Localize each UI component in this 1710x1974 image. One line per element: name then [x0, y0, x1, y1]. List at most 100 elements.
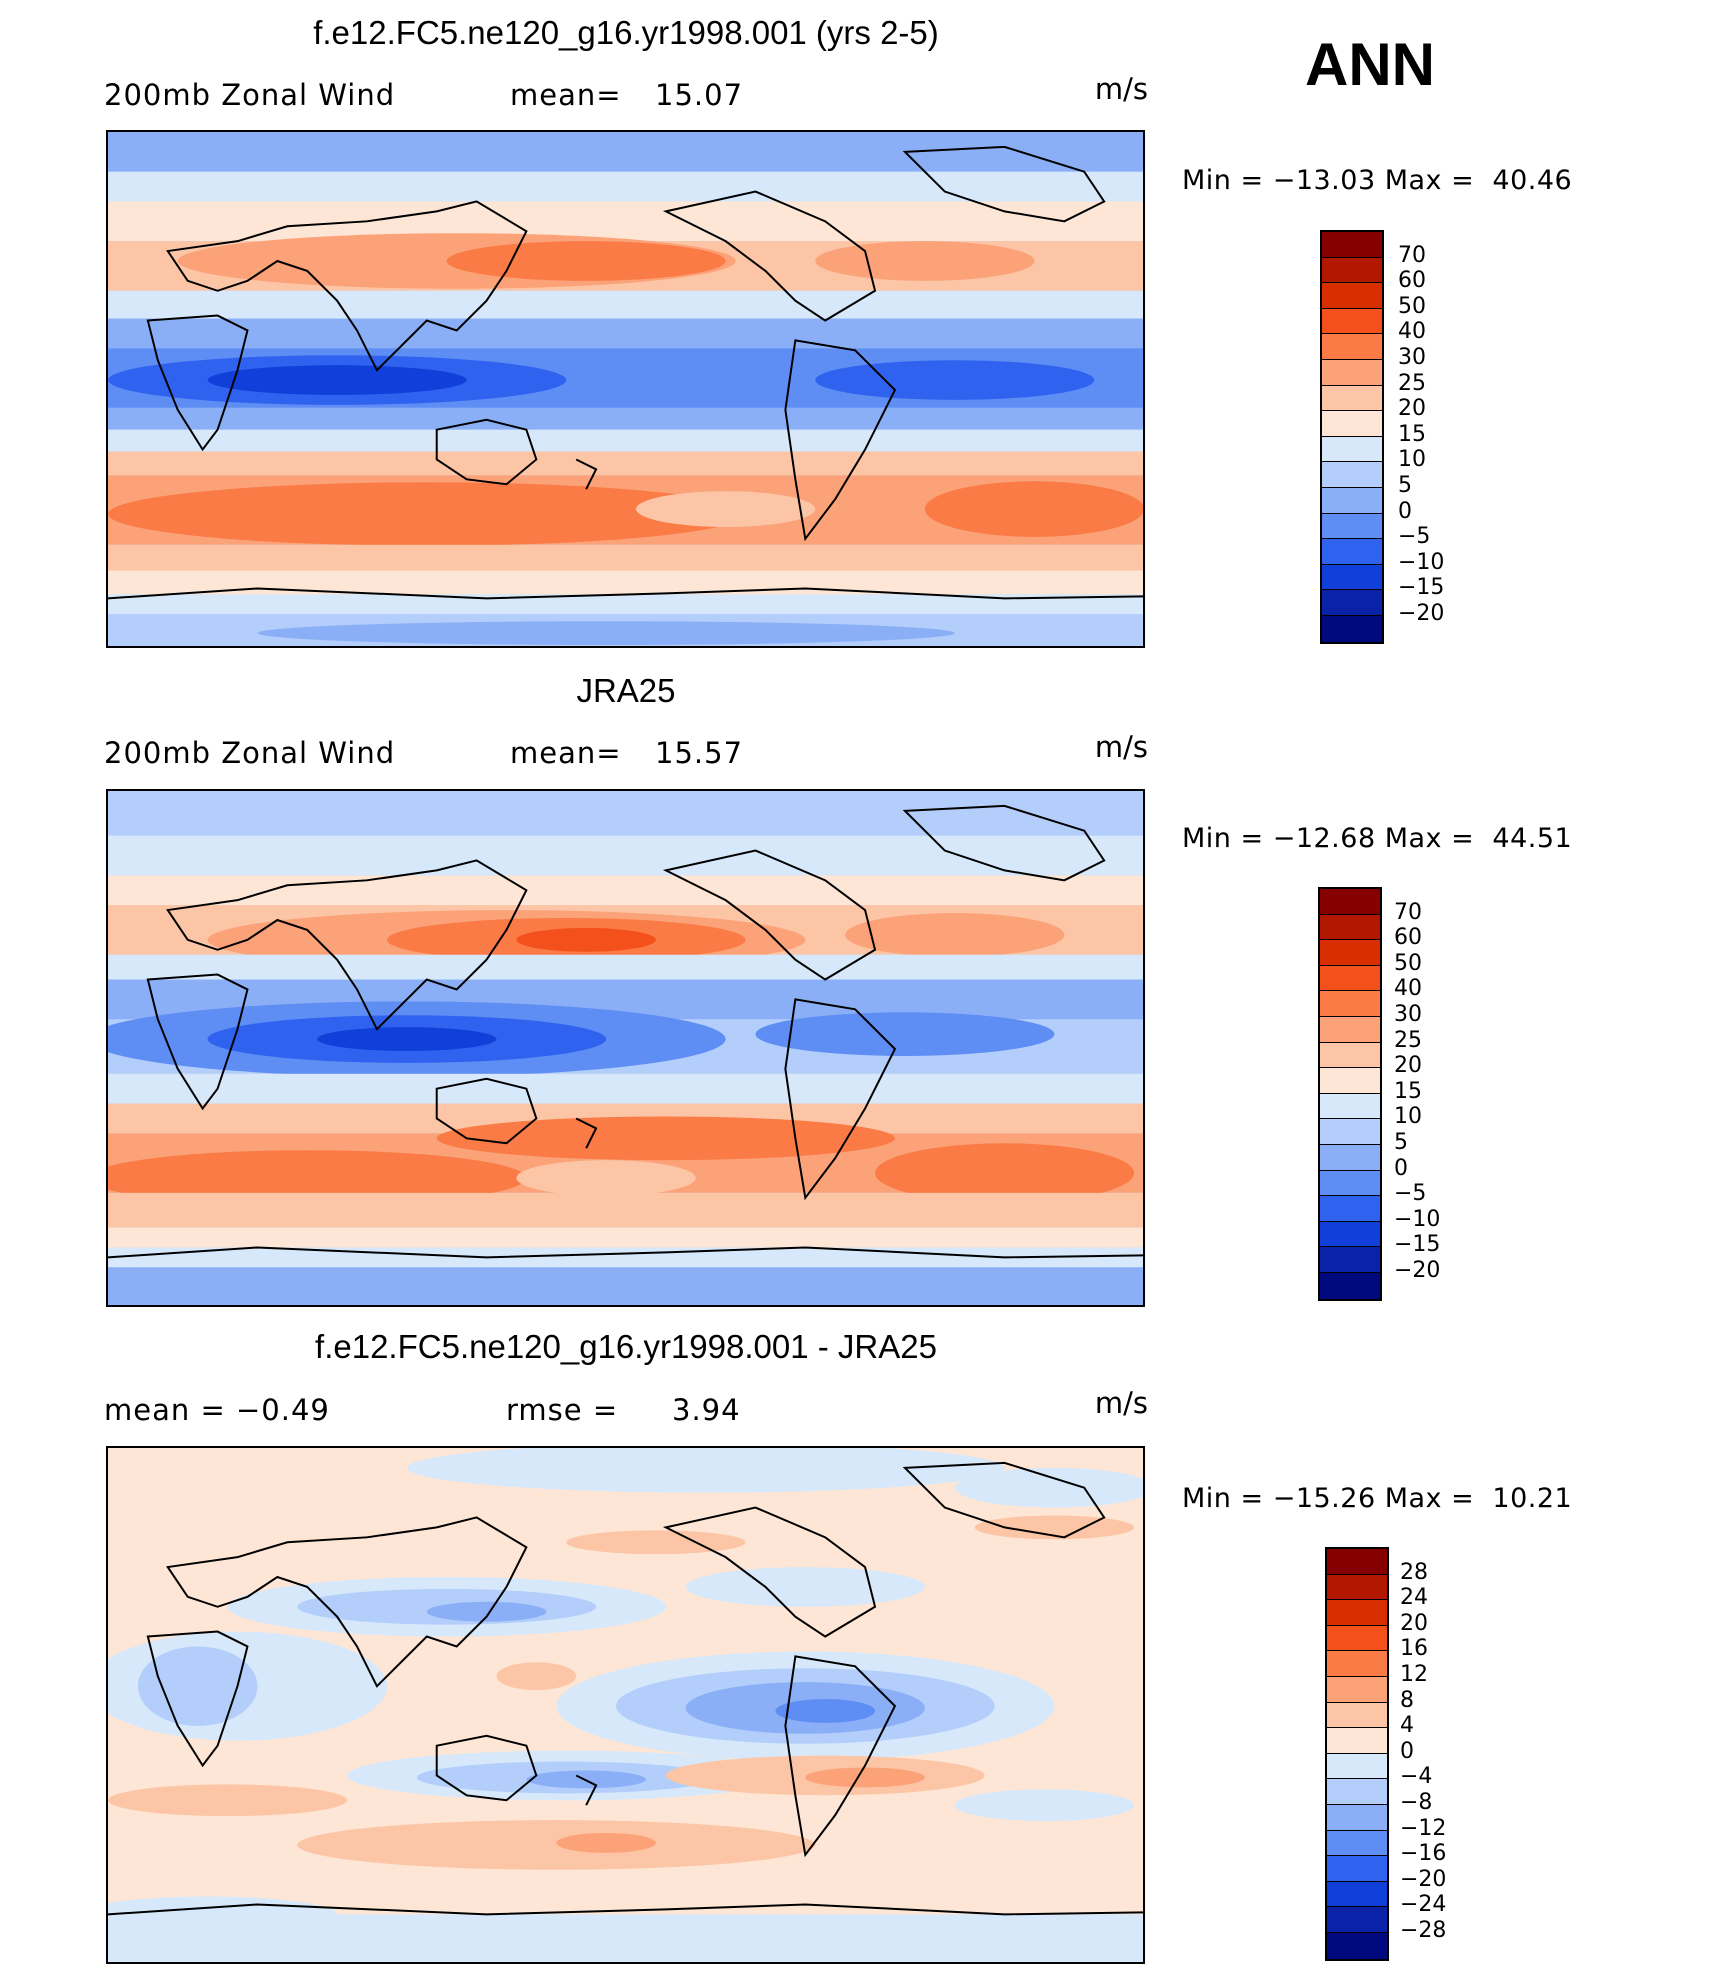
panel-2-units: m/s [1094, 730, 1148, 764]
colorbar-tick-label: 24 [1400, 1585, 1428, 1611]
colorbar-tick-label: −5 [1398, 524, 1431, 550]
colorbar-tick-label: −10 [1398, 549, 1445, 575]
colorbar-tick-label: 25 [1394, 1027, 1422, 1053]
colorbar-swatch [1322, 308, 1382, 335]
colorbar-swatch [1327, 1676, 1387, 1703]
colorbar-swatch [1322, 359, 1382, 386]
colorbar-tick-label: 25 [1398, 370, 1426, 396]
colorbar-tick-label: −4 [1400, 1764, 1433, 1790]
colorbar-tick-label: 10 [1394, 1104, 1422, 1130]
panel-3-units: m/s [1094, 1386, 1148, 1420]
colorbar-tick-label: 0 [1398, 498, 1412, 524]
colorbar-swatch [1327, 1549, 1387, 1575]
panel-2-title: JRA25 [576, 672, 676, 709]
colorbar-swatch [1327, 1600, 1387, 1626]
colorbar-tick-label: 28 [1400, 1559, 1428, 1585]
colorbar-tick-label: 15 [1394, 1078, 1422, 1104]
colorbar-tick-label: 60 [1394, 925, 1422, 951]
colorbar-swatch [1322, 487, 1382, 514]
colorbar-swatch [1322, 334, 1382, 360]
colorbar-tick-label: 30 [1398, 345, 1426, 370]
colorbar-swatch [1327, 1574, 1387, 1601]
colorbar-swatch [1327, 1625, 1387, 1652]
colorbar-swatch [1320, 940, 1380, 966]
panel-3-colorbar [1325, 1547, 1389, 1961]
panel-2-colorbar [1318, 887, 1382, 1301]
colorbar-swatch [1327, 1651, 1387, 1677]
colorbar-swatch [1327, 1779, 1387, 1805]
panel-2-mean-value: 15.57 [655, 736, 744, 770]
colorbar-swatch [1322, 564, 1382, 591]
colorbar-tick-label: 70 [1394, 899, 1422, 925]
colorbar-swatch [1320, 914, 1380, 941]
colorbar-tick-label: −16 [1400, 1841, 1447, 1867]
panel-2-min-max: Min = −12.68 Max = 44.51 [1182, 823, 1573, 854]
colorbar-swatch [1322, 436, 1382, 463]
panel-3-rmse-value: 3.94 [672, 1393, 741, 1427]
panel-1-colorbar-labels: 70 60 50 40 30 25 20 15 10 5 0 −5 −10 −15 −20 [1398, 230, 1468, 640]
colorbar-tick-label: −15 [1394, 1232, 1441, 1258]
colorbar-swatch [1320, 965, 1380, 992]
colorbar-tick-label: 8 [1400, 1687, 1414, 1713]
colorbar-swatch [1322, 513, 1382, 540]
colorbar-swatch [1322, 615, 1382, 642]
panel-3-min-max: Min = −15.26 Max = 10.21 [1182, 1483, 1573, 1514]
panel-1-mean-value: 15.07 [655, 78, 744, 112]
colorbar-tick-label: 5 [1394, 1130, 1408, 1155]
panel-3-rmse-label: rmse = [506, 1393, 619, 1427]
colorbar-swatch [1322, 257, 1382, 284]
colorbar-tick-label: 40 [1398, 319, 1426, 345]
colorbar-tick-label: −12 [1400, 1815, 1447, 1841]
colorbar-tick-label: 4 [1400, 1713, 1414, 1739]
colorbar-swatch [1320, 1068, 1380, 1094]
colorbar-swatch [1322, 411, 1382, 437]
colorbar-tick-label: −5 [1394, 1181, 1427, 1207]
panel-2-map [106, 789, 1145, 1307]
colorbar-swatch [1320, 889, 1380, 915]
colorbar-tick-label: −24 [1400, 1892, 1447, 1918]
colorbar-tick-label: 60 [1398, 268, 1426, 294]
panel-3-mean-label: mean = −0.49 [104, 1393, 330, 1427]
colorbar-swatch [1327, 1728, 1387, 1754]
colorbar-tick-label: 40 [1394, 976, 1422, 1002]
panel-1-min-max: Min = −13.03 Max = 40.46 [1182, 165, 1573, 196]
colorbar-swatch [1322, 232, 1382, 258]
colorbar-swatch [1327, 1804, 1387, 1831]
colorbar-swatch [1320, 1272, 1380, 1299]
panel-1-units: m/s [1094, 72, 1148, 106]
panel-1-title: f.e12.FC5.ne120_g16.yr1998.001 (yrs 2-5) [313, 14, 939, 51]
colorbar-tick-label: −15 [1398, 575, 1445, 601]
colorbar-swatch [1327, 1907, 1387, 1933]
colorbar-swatch [1327, 1881, 1387, 1908]
colorbar-swatch [1320, 1170, 1380, 1197]
colorbar-tick-label: 50 [1394, 950, 1422, 976]
panel-1-colorbar [1320, 230, 1384, 644]
colorbar-tick-label: 50 [1398, 293, 1426, 319]
colorbar-tick-label: 5 [1398, 473, 1412, 498]
colorbar-tick-label: −20 [1394, 1258, 1441, 1283]
panel-1-mean-label: mean= [510, 78, 622, 112]
season-label: ANN [1305, 31, 1435, 98]
panel-3-colorbar-labels: 28 24 20 16 12 8 4 0 −4 −8 −12 −16 −20 −24 −28 [1400, 1547, 1470, 1957]
colorbar-swatch [1322, 385, 1382, 412]
colorbar-tick-label: 12 [1400, 1662, 1428, 1687]
colorbar-swatch [1320, 1144, 1380, 1171]
colorbar-swatch [1320, 1093, 1380, 1120]
colorbar-swatch [1327, 1932, 1387, 1959]
colorbar-tick-label: 20 [1398, 396, 1426, 422]
colorbar-tick-label: −10 [1394, 1206, 1441, 1232]
panel-1-variable-label: 200mb Zonal Wind [104, 78, 396, 112]
colorbar-tick-label: 20 [1394, 1053, 1422, 1079]
colorbar-tick-label: −20 [1398, 601, 1445, 626]
panel-2-colorbar-labels: 70 60 50 40 30 25 20 15 10 5 0 −5 −10 −15 −20 [1394, 887, 1464, 1297]
colorbar-swatch [1322, 462, 1382, 488]
colorbar-swatch [1327, 1856, 1387, 1882]
colorbar-tick-label: 20 [1400, 1610, 1428, 1636]
colorbar-swatch [1327, 1702, 1387, 1729]
colorbar-tick-label: 70 [1398, 242, 1426, 268]
colorbar-swatch [1322, 590, 1382, 616]
colorbar-swatch [1320, 1016, 1380, 1043]
colorbar-tick-label: −28 [1400, 1918, 1447, 1943]
colorbar-swatch [1320, 1247, 1380, 1273]
colorbar-tick-label: 10 [1398, 447, 1426, 473]
